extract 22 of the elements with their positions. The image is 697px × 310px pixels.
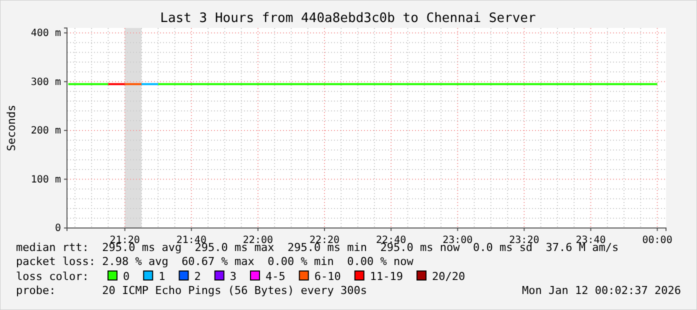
y-tick-label: 0: [54, 223, 61, 234]
y-axis-title: Seconds: [5, 104, 18, 152]
y-tick-label: 400 m: [30, 28, 61, 40]
legend-label: 20/20: [432, 270, 466, 283]
text: probe: 20 ICMP Echo Pings (56 Bytes) every 300s: [16, 284, 367, 297]
legend-label: 6-10: [314, 270, 341, 283]
x-tick-label: 23:00: [442, 235, 473, 246]
legend-label: 1: [158, 270, 166, 283]
legend-label: 0: [123, 270, 130, 283]
y-tick-label: 200 m: [30, 126, 61, 137]
legend-title: loss color:: [16, 270, 89, 283]
legend-label: 2: [194, 270, 201, 283]
legend-label: 3: [230, 270, 236, 283]
y-tick-label: 100 m: [30, 174, 61, 186]
legend-label: 11-19: [370, 270, 403, 283]
text: Mon Jan 12 00:02:37 2026: [522, 284, 681, 297]
legend-label: 4-5: [266, 270, 286, 283]
chart-title: Last 3 Hours from 440a8ebd3c0b to Chennai Server: [160, 11, 536, 26]
x-tick-label: 00:00: [642, 235, 672, 246]
y-tick-label: 300 m: [30, 76, 61, 88]
x-tick-label: 22:00: [242, 235, 274, 246]
text: packet loss: 2.98 % avg 60.67 % max 0.00 % min 0.00 % now: [16, 255, 414, 268]
